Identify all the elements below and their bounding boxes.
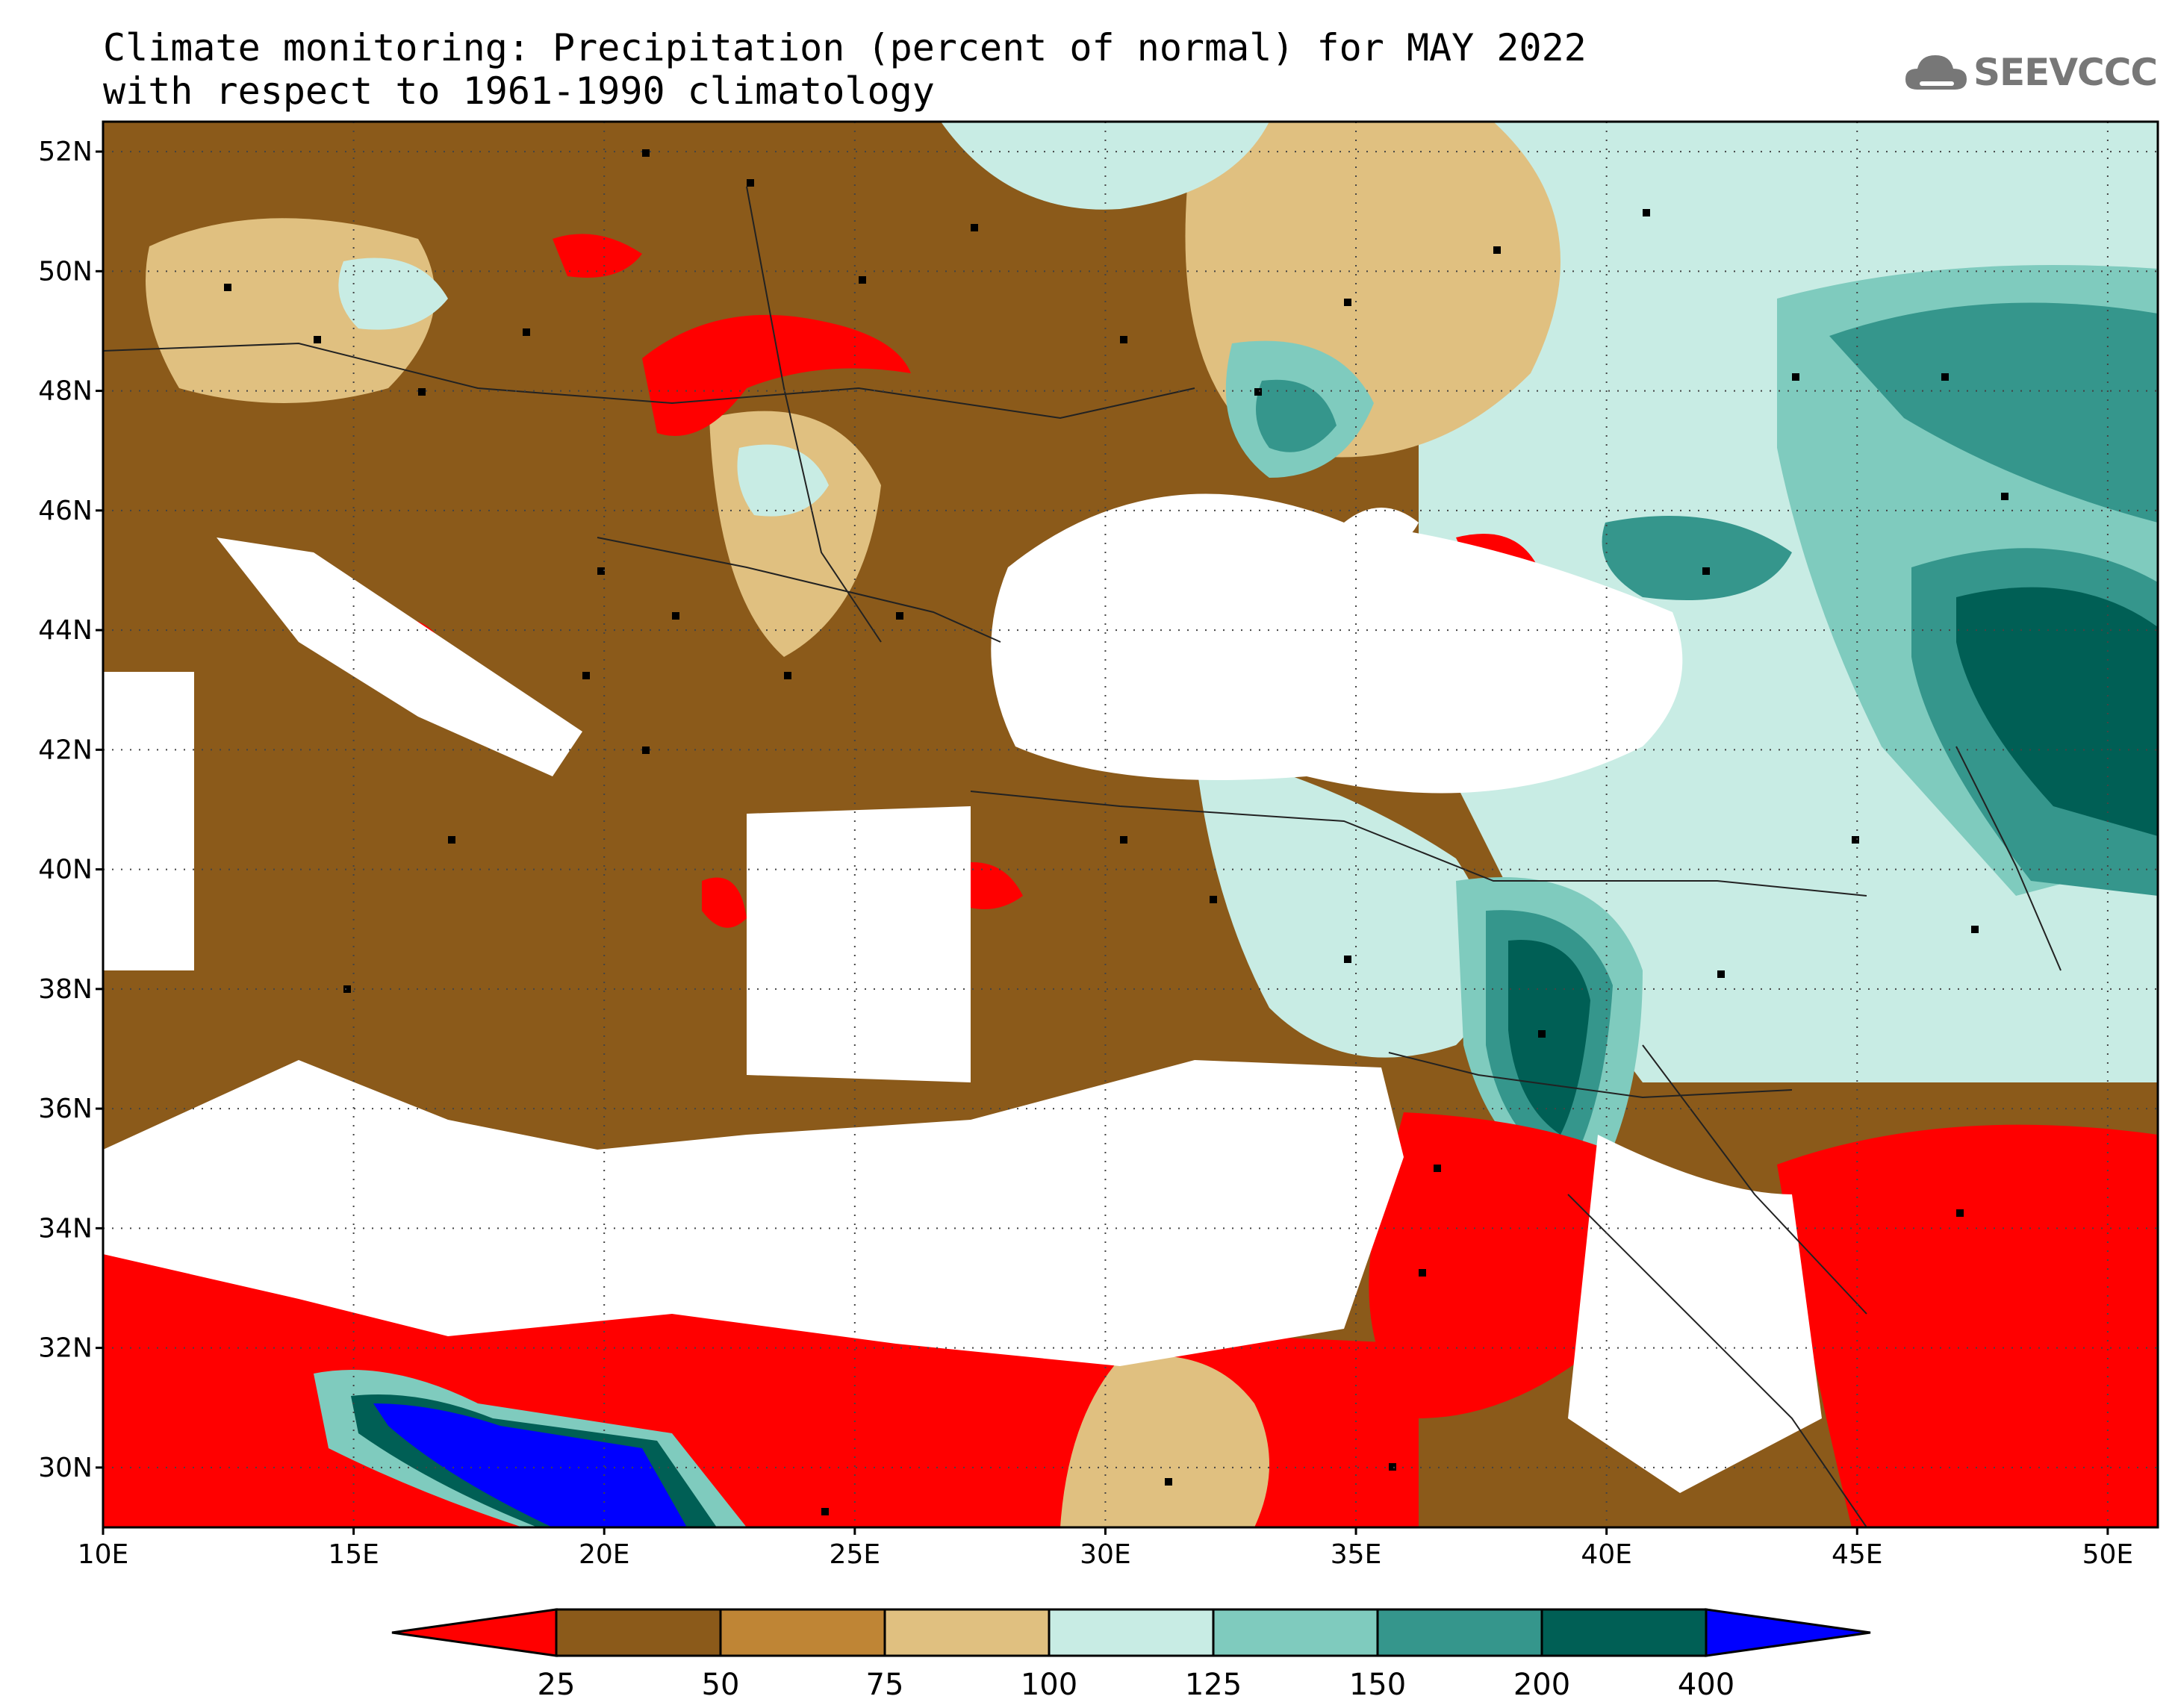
- field-red-slovakia: [642, 314, 911, 436]
- field-south-ukraine-core: [1256, 379, 1337, 452]
- field-red-thessaly: [702, 877, 747, 928]
- lat-axis: 30N 32N 34N 36N 38N 40N 42N 44N 46N 48N 50N 52N: [38, 137, 103, 1483]
- lon-tick-label: 30E: [1080, 1539, 1131, 1570]
- country-borders: [103, 186, 2062, 1527]
- lon-tick-label: 45E: [1832, 1539, 1883, 1570]
- colorbar-bin: [883, 1608, 1051, 1657]
- graticule: [103, 122, 2158, 1527]
- colorbar: 25 50 75 100 125 150 200 400: [391, 1608, 1871, 1702]
- title-line-2: with respect to 1961-1990 climatology: [103, 69, 935, 113]
- field-bohemia-wet: [338, 258, 448, 330]
- lon-tick-label: 40E: [1581, 1539, 1632, 1570]
- aegean-sea: [747, 806, 971, 1082]
- field-volga-wet: [1829, 302, 2158, 523]
- colorbar-break-label: 25: [538, 1668, 576, 1702]
- lat-tick-label: 44N: [38, 615, 93, 646]
- lat-tick-label: 52N: [38, 137, 93, 167]
- field-egypt-moderate: [1060, 1356, 1269, 1527]
- colorbar-break-label: 400: [1678, 1668, 1734, 1702]
- lat-tick-label: 36N: [38, 1094, 93, 1124]
- lon-tick-label: 15E: [328, 1539, 379, 1570]
- field-transylvania-wet: [737, 444, 829, 517]
- logo: SEEVCCC: [1902, 45, 2158, 105]
- lat-tick-label: 30N: [38, 1453, 93, 1483]
- colorbar-bin: [1048, 1608, 1215, 1657]
- colorbar-bin: [1540, 1608, 1708, 1657]
- field-caspian-core: [1956, 587, 2158, 836]
- colorbar-bin: [1212, 1608, 1379, 1657]
- lat-tick-label: 40N: [38, 855, 93, 885]
- station-markers: [224, 149, 2008, 1515]
- lat-tick-label: 42N: [38, 735, 93, 765]
- field-belarus-wet: [941, 122, 1269, 210]
- colorbar-break-label: 75: [866, 1668, 904, 1702]
- lat-tick-label: 46N: [38, 496, 93, 526]
- colorbar-break-label: 200: [1513, 1668, 1570, 1702]
- logo-text: SEEVCCC: [1973, 51, 2158, 94]
- syrian-desert-nodata: [1568, 1135, 1822, 1493]
- title-line-1: Climate monitoring: Precipitation (perce…: [103, 26, 1587, 69]
- lat-tick-label: 50N: [38, 256, 93, 287]
- black-sea: [991, 493, 1683, 794]
- map-frame: [102, 120, 2159, 1529]
- lon-tick-label: 20E: [579, 1539, 630, 1570]
- lon-tick-label: 35E: [1331, 1539, 1382, 1570]
- colorbar-low-extend: [391, 1608, 558, 1657]
- lat-tick-label: 32N: [38, 1333, 93, 1364]
- colorbar-high-extend: [1705, 1608, 1871, 1657]
- lon-tick-label: 50E: [2082, 1539, 2134, 1570]
- lon-axis: 10E 15E 20E 25E 30E 35E 40E 45E 50E: [78, 1527, 2133, 1570]
- colorbar-break-label: 150: [1349, 1668, 1406, 1702]
- lon-tick-label: 10E: [78, 1539, 129, 1570]
- field-libya-extreme: [373, 1403, 687, 1527]
- map-area: [103, 122, 2158, 1527]
- adriatic-sea: [217, 537, 582, 776]
- mediterranean-sea: [103, 1060, 1404, 1366]
- colorbar-break-label: 50: [702, 1668, 740, 1702]
- lat-tick-label: 34N: [38, 1213, 93, 1244]
- field-kuban-wet: [1602, 516, 1792, 600]
- colorbar-bin: [1376, 1608, 1543, 1657]
- field-red-poland: [553, 234, 642, 278]
- colorbar-bin: [719, 1608, 886, 1657]
- lat-tick-label: 38N: [38, 974, 93, 1005]
- sea-of-azov: [1344, 508, 1419, 552]
- lat-tick-label: 48N: [38, 376, 93, 407]
- colorbar-break-label: 100: [1021, 1668, 1077, 1702]
- cloud-icon: [1905, 55, 1967, 90]
- field-red-levant: [1369, 1112, 1643, 1418]
- colorbar-bin: [555, 1608, 722, 1657]
- lon-tick-label: 25E: [830, 1539, 881, 1570]
- field-east-anatolia-wet: [1195, 747, 1493, 1058]
- tyrrhenian-sea: [103, 672, 194, 970]
- colorbar-break-label: 125: [1185, 1668, 1242, 1702]
- field-red-iraq: [1777, 1124, 2158, 1527]
